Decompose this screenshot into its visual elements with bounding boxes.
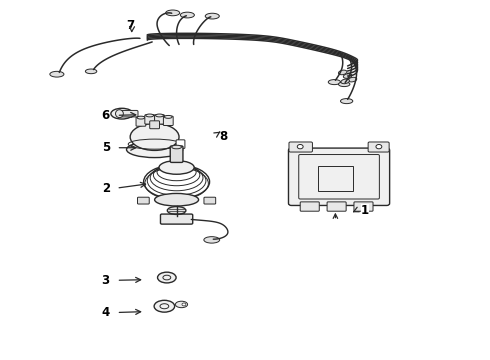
Ellipse shape	[155, 193, 198, 206]
FancyBboxPatch shape	[160, 214, 193, 224]
Ellipse shape	[204, 237, 220, 243]
FancyBboxPatch shape	[289, 148, 390, 206]
Circle shape	[297, 144, 303, 149]
FancyBboxPatch shape	[368, 142, 389, 152]
Text: 7: 7	[126, 19, 134, 32]
Text: 2: 2	[102, 183, 110, 195]
FancyBboxPatch shape	[354, 202, 373, 211]
Text: 4: 4	[101, 306, 110, 319]
Ellipse shape	[85, 69, 97, 74]
Ellipse shape	[341, 99, 353, 104]
Ellipse shape	[164, 116, 172, 118]
Circle shape	[376, 144, 382, 149]
Ellipse shape	[343, 74, 352, 78]
Ellipse shape	[146, 114, 154, 117]
Circle shape	[182, 303, 186, 306]
Ellipse shape	[339, 82, 350, 87]
Text: 1: 1	[361, 204, 369, 217]
Ellipse shape	[116, 110, 123, 118]
Ellipse shape	[166, 10, 180, 16]
FancyBboxPatch shape	[204, 197, 216, 204]
Text: 5: 5	[101, 141, 110, 154]
Ellipse shape	[50, 71, 64, 77]
FancyBboxPatch shape	[163, 116, 173, 126]
FancyBboxPatch shape	[289, 142, 313, 152]
Ellipse shape	[111, 108, 133, 119]
FancyBboxPatch shape	[145, 115, 155, 124]
Ellipse shape	[341, 79, 349, 84]
FancyBboxPatch shape	[136, 117, 146, 126]
Ellipse shape	[156, 114, 163, 117]
Ellipse shape	[154, 300, 174, 312]
FancyBboxPatch shape	[327, 202, 346, 211]
FancyBboxPatch shape	[176, 140, 185, 148]
Text: 6: 6	[101, 109, 110, 122]
Ellipse shape	[180, 12, 195, 18]
FancyBboxPatch shape	[121, 111, 138, 117]
Text: 8: 8	[219, 130, 227, 144]
Ellipse shape	[175, 301, 188, 308]
Ellipse shape	[126, 141, 183, 158]
Text: 3: 3	[102, 274, 110, 287]
Ellipse shape	[130, 123, 179, 150]
Ellipse shape	[167, 207, 186, 215]
Ellipse shape	[159, 161, 194, 174]
Ellipse shape	[137, 116, 145, 119]
FancyBboxPatch shape	[150, 121, 159, 129]
FancyBboxPatch shape	[300, 202, 319, 211]
FancyBboxPatch shape	[155, 115, 164, 124]
FancyBboxPatch shape	[170, 146, 183, 162]
Ellipse shape	[172, 145, 181, 149]
Ellipse shape	[328, 80, 341, 85]
Ellipse shape	[205, 13, 220, 19]
Ellipse shape	[158, 272, 176, 283]
FancyBboxPatch shape	[138, 197, 149, 204]
Ellipse shape	[339, 70, 347, 75]
Ellipse shape	[348, 77, 357, 82]
